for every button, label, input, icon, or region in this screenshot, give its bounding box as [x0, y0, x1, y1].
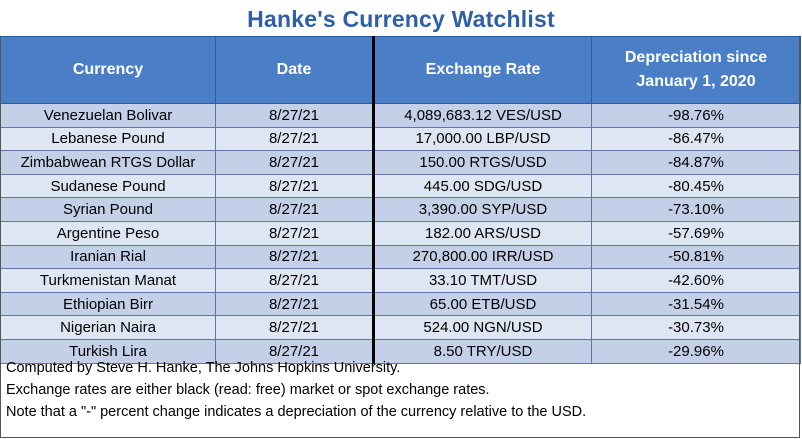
cell-currency: Argentine Peso — [0, 220, 216, 246]
cell-exchange-rate: 150.00 RTGS/USD — [372, 150, 592, 175]
cell-depreciation: -80.45% — [591, 173, 801, 199]
table-row: Zimbabwean RTGS Dollar 8/27/21 150.00 RTGS… — [0, 150, 801, 175]
cell-exchange-rate: 4,089,683.12 VES/USD — [372, 103, 592, 128]
cell-date: 8/27/21 — [215, 197, 374, 222]
cell-exchange-rate: 445.00 SDG/USD — [372, 173, 592, 199]
cell-exchange-rate: 270,800.00 IRR/USD — [372, 244, 592, 270]
cell-depreciation: -84.87% — [591, 150, 801, 175]
cell-currency: Sudanese Pound — [0, 173, 216, 199]
cell-currency: Syrian Pound — [0, 197, 216, 222]
table-row: Argentine Peso 8/27/21 182.00 ARS/USD -57.6… — [0, 220, 801, 246]
header-depreciation-line1: Depreciation since — [624, 49, 768, 66]
cell-currency: Venezuelan Bolivar — [0, 103, 216, 128]
cell-exchange-rate: 524.00 NGN/USD — [372, 315, 592, 340]
cell-depreciation: -57.69% — [591, 220, 801, 246]
table-row: Venezuelan Bolivar 8/27/21 4,089,683.12 VE… — [0, 103, 801, 128]
table-row: Ethiopian Birr 8/27/21 65.00 ETB/USD -31.54… — [0, 291, 801, 317]
cell-currency: Iranian Rial — [0, 244, 216, 270]
header-depreciation: Depreciation since January 1, 2020 — [591, 36, 801, 104]
cell-exchange-rate: 182.00 ARS/USD — [372, 220, 592, 246]
cell-exchange-rate: 65.00 ETB/USD — [372, 291, 592, 317]
cell-currency: Ethiopian Birr — [0, 291, 216, 317]
cell-date: 8/27/21 — [215, 315, 374, 340]
table-header-row: Currency Date Exchange Rate Depreciation… — [0, 36, 801, 104]
footnote-2: Exchange rates are either black (read: f… — [6, 382, 490, 398]
cell-currency: Zimbabwean RTGS Dollar — [0, 150, 216, 175]
cell-currency: Turkmenistan Manat — [0, 268, 216, 293]
cell-exchange-rate: 33.10 TMT/USD — [372, 268, 592, 293]
footnote-1: Computed by Steve H. Hanke, The Johns Ho… — [6, 360, 401, 376]
header-depreciation-line2: January 1, 2020 — [636, 73, 756, 90]
cell-exchange-rate: 17,000.00 LBP/USD — [372, 126, 592, 152]
table-row: Sudanese Pound 8/27/21 445.00 SDG/USD -80.4… — [0, 173, 801, 199]
table-body: Venezuelan Bolivar 8/27/21 4,089,683.12 VE… — [0, 103, 801, 364]
cell-date: 8/27/21 — [215, 338, 374, 364]
cell-depreciation: -42.60% — [591, 268, 801, 293]
footnotes: Computed by Steve H. Hanke, The Johns Ho… — [6, 357, 796, 423]
cell-date: 8/27/21 — [215, 291, 374, 317]
cell-currency: Nigerian Naira — [0, 315, 216, 340]
header-exchange-rate: Exchange Rate — [372, 36, 592, 104]
cell-date: 8/27/21 — [215, 150, 374, 175]
cell-depreciation: -98.76% — [591, 103, 801, 128]
cell-date: 8/27/21 — [215, 244, 374, 270]
table-row: Turkish Lira 8/27/21 8.50 TRY/USD -29.96% — [0, 338, 801, 364]
cell-currency: Turkish Lira — [0, 338, 216, 364]
table-row: Turkmenistan Manat 8/27/21 33.10 TMT/USD -4… — [0, 268, 801, 293]
cell-exchange-rate: 8.50 TRY/USD — [372, 338, 592, 364]
cell-depreciation: -86.47% — [591, 126, 801, 152]
cell-depreciation: -30.73% — [591, 315, 801, 340]
header-currency: Currency — [0, 36, 216, 104]
cell-depreciation: -29.96% — [591, 338, 801, 364]
cell-depreciation: -31.54% — [591, 291, 801, 317]
cell-depreciation: -50.81% — [591, 244, 801, 270]
cell-date: 8/27/21 — [215, 220, 374, 246]
cell-date: 8/27/21 — [215, 268, 374, 293]
cell-date: 8/27/21 — [215, 173, 374, 199]
table-row: Iranian Rial 8/27/21 270,800.00 IRR/USD -50… — [0, 244, 801, 270]
page-title: Hanke's Currency Watchlist — [247, 6, 555, 32]
table-frame — [0, 36, 800, 438]
table-row: Syrian Pound 8/27/21 3,390.00 SYP/USD -73.1… — [0, 197, 801, 222]
table-row: Nigerian Naira 8/27/21 524.00 NGN/USD -30.7… — [0, 315, 801, 340]
cell-date: 8/27/21 — [215, 126, 374, 152]
table-row: Lebanese Pound 8/27/21 17,000.00 LBP/USD -8… — [0, 126, 801, 152]
cell-currency: Lebanese Pound — [0, 126, 216, 152]
cell-date: 8/27/21 — [215, 103, 374, 128]
footnote-3: Note that a "-" percent change indicates… — [6, 404, 587, 420]
currency-table: Currency Date Exchange Rate Depreciation… — [0, 36, 801, 364]
